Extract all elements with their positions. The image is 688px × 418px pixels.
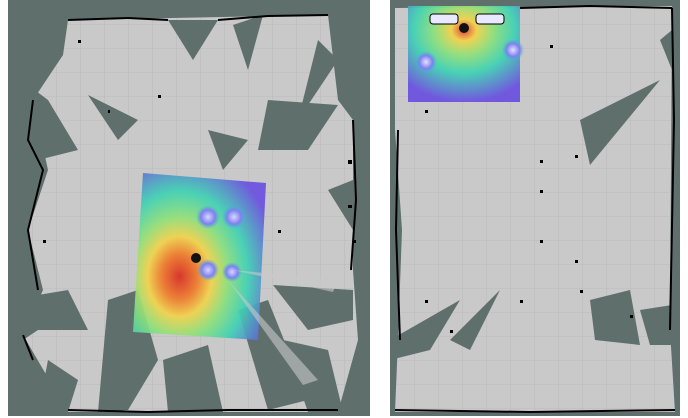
obstacle-specks	[425, 45, 633, 333]
costmap-heatmap	[408, 6, 524, 102]
obstacles	[394, 4, 676, 414]
left-map-canvas	[8, 0, 370, 416]
robot-marker	[459, 23, 469, 33]
right-map-canvas	[390, 0, 680, 416]
left-map-panel	[8, 0, 370, 416]
unknown-wedges	[390, 30, 672, 360]
obstacle-specks	[43, 40, 356, 243]
obstacles	[22, 14, 358, 414]
right-map-panel	[390, 0, 680, 416]
robot-marker	[191, 253, 201, 263]
